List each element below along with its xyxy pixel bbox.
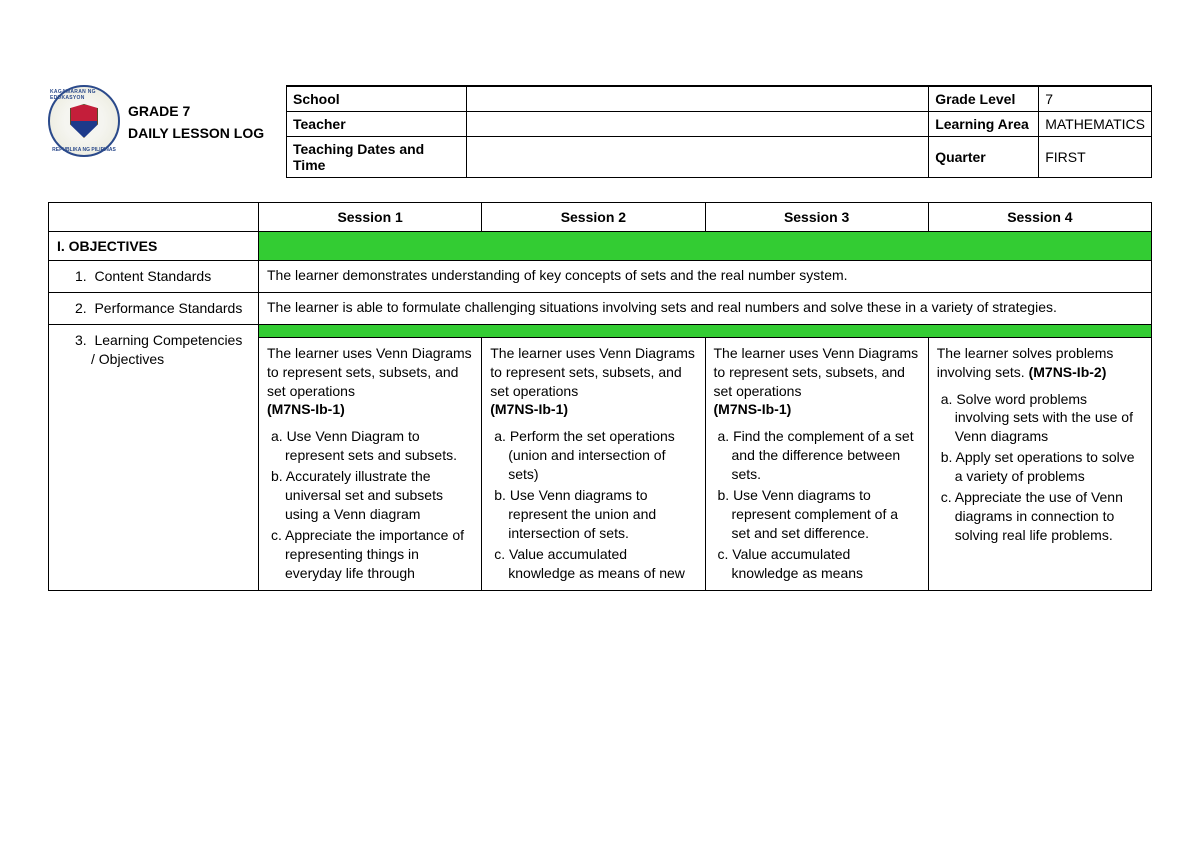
lc-label: Learning Competencies / Objectives (91, 332, 242, 367)
list-item: a. Solve word problems involving sets wi… (955, 390, 1143, 447)
list-item: c. Appreciate the use of Venn diagrams i… (955, 488, 1143, 545)
session-4-header: Session 4 (928, 203, 1151, 232)
table-row: Teacher Learning Area MATHEMATICS (287, 112, 1152, 137)
value-teacher (467, 112, 929, 137)
s2-intro: The learner uses Venn Diagrams to repres… (490, 345, 695, 399)
list-item: c. Value accumulated knowledge as means (732, 545, 920, 583)
s3-intro: The learner uses Venn Diagrams to repres… (714, 345, 919, 399)
session-2-header: Session 2 (482, 203, 705, 232)
content-standards-row: 1. Content Standards The learner demonst… (49, 261, 1152, 293)
session-2-content: The learner uses Venn Diagrams to repres… (482, 337, 705, 591)
list-item: b. Use Venn diagrams to represent the un… (508, 486, 696, 543)
content-standards-text: The learner demonstrates understanding o… (259, 261, 1152, 293)
performance-standards-label: 2. Performance Standards (49, 292, 259, 324)
list-item: b. Accurately illustrate the universal s… (285, 467, 473, 524)
s2-code: (M7NS-Ib-1) (490, 401, 568, 417)
s4-code: (M7NS-Ib-2) (1029, 364, 1107, 380)
cs-num: 1. (75, 268, 87, 284)
empty-header (49, 203, 259, 232)
performance-standards-row: 2. Performance Standards The learner is … (49, 292, 1152, 324)
value-school (467, 86, 929, 112)
green-bar (259, 232, 1152, 261)
table-row: School Grade Level 7 (287, 86, 1152, 112)
lc-num: 3. (75, 332, 87, 348)
label-school: School (287, 86, 467, 112)
s3-code: (M7NS-Ib-1) (714, 401, 792, 417)
session-3-header: Session 3 (705, 203, 928, 232)
session-4-content: The learner solves problems involving se… (928, 337, 1151, 591)
list-item: a. Use Venn Diagram to represent sets an… (285, 427, 473, 465)
performance-standards-text: The learner is able to formulate challen… (259, 292, 1152, 324)
session-1-content: The learner uses Venn Diagrams to repres… (259, 337, 482, 591)
objectives-heading: I. OBJECTIVES (49, 232, 259, 261)
green-bar-2 (259, 324, 1152, 337)
title-block: GRADE 7 DAILY LESSON LOG (128, 85, 278, 141)
deped-logo: KAGAWARAN NG EDUKASYON REPUBLIKA NG PILI… (48, 85, 120, 157)
content-standards-label: 1. Content Standards (49, 261, 259, 293)
s1-code: (M7NS-Ib-1) (267, 401, 345, 417)
list-item: a. Find the complement of a set and the … (732, 427, 920, 484)
list-item: c. Value accumulated knowledge as means … (508, 545, 696, 583)
learning-comp-label: 3. Learning Competencies / Objectives (49, 324, 259, 591)
grade-title: GRADE 7 (128, 103, 278, 119)
session-1-header: Session 1 (259, 203, 482, 232)
value-quarter: FIRST (1039, 137, 1152, 178)
ps-num: 2. (75, 300, 87, 316)
value-learning-area: MATHEMATICS (1039, 112, 1152, 137)
label-dates: Teaching Dates and Time (287, 137, 467, 178)
value-dates (467, 137, 929, 178)
label-grade-level: Grade Level (929, 86, 1039, 112)
objectives-heading-row: I. OBJECTIVES (49, 232, 1152, 261)
list-item: b. Apply set operations to solve a varie… (955, 448, 1143, 486)
list-item: b. Use Venn diagrams to represent comple… (732, 486, 920, 543)
lesson-plan-table: Session 1 Session 2 Session 3 Session 4 … (48, 202, 1152, 591)
logo-text-top: KAGAWARAN NG EDUKASYON (50, 89, 118, 101)
label-learning-area: Learning Area (929, 112, 1039, 137)
table-row: Teaching Dates and Time Quarter FIRST (287, 137, 1152, 178)
value-grade-level: 7 (1039, 86, 1152, 112)
session-header-row: Session 1 Session 2 Session 3 Session 4 (49, 203, 1152, 232)
ps-label: Performance Standards (94, 300, 242, 316)
list-item: c. Appreciate the importance of represen… (285, 526, 473, 583)
dll-title: DAILY LESSON LOG (128, 125, 278, 141)
s1-intro: The learner uses Venn Diagrams to repres… (267, 345, 472, 399)
learning-comp-green-row: 3. Learning Competencies / Objectives (49, 324, 1152, 337)
list-item: a. Perform the set operations (union and… (508, 427, 696, 484)
header-info-table: School Grade Level 7 Teacher Learning Ar… (286, 85, 1152, 178)
document-header: KAGAWARAN NG EDUKASYON REPUBLIKA NG PILI… (48, 85, 1152, 178)
logo-shield-icon (70, 104, 98, 138)
cs-label: Content Standards (94, 268, 211, 284)
session-3-content: The learner uses Venn Diagrams to repres… (705, 337, 928, 591)
label-teacher: Teacher (287, 112, 467, 137)
logo-text-bottom: REPUBLIKA NG PILIPINAS (52, 147, 116, 153)
label-quarter: Quarter (929, 137, 1039, 178)
